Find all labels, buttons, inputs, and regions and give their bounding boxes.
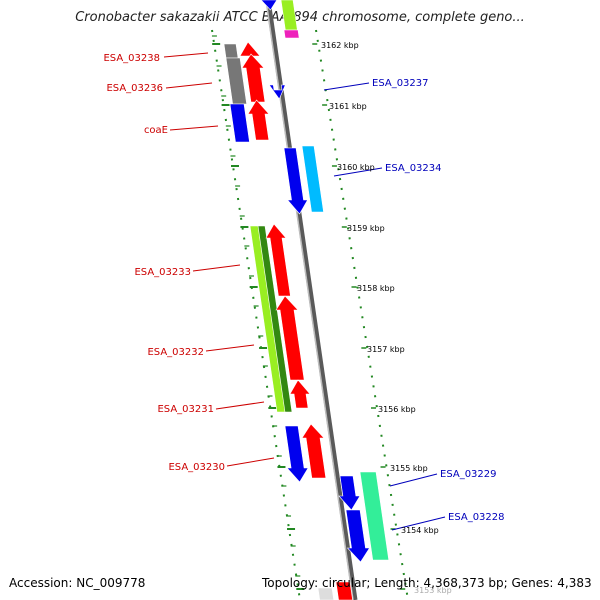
kbp-label: 3161 kbp (329, 102, 367, 111)
gene-arrow-top (260, 0, 278, 11)
gene-arrow-coae (247, 99, 270, 141)
gene-arrow-esa-03229 (338, 475, 361, 511)
topology-text: Topology: circular; Length: 4,368,373 bp… (262, 576, 592, 590)
gene-label-esa-03229[interactable]: ESA_03229 (440, 469, 497, 480)
gene-label-esa-03234[interactable]: ESA_03234 (385, 163, 442, 174)
gene-label-esa-03230[interactable]: ESA_03230 (168, 462, 225, 473)
gene-features (223, 0, 390, 600)
chromosome-backbone (265, 0, 358, 600)
gene-block-esa-03232 (257, 225, 293, 413)
kbp-label: 3160 kbp (337, 163, 375, 172)
kbp-label: 3153 kbp (414, 586, 452, 595)
label-leaders (163, 52, 446, 531)
gene-arrow-esa-03238 (239, 41, 261, 57)
gene-block-esa-03234 (301, 145, 324, 213)
kbp-label: 3159 kbp (347, 224, 385, 233)
leader-line (391, 516, 446, 531)
gene-label-esa-03228[interactable]: ESA_03228 (448, 512, 505, 523)
leader-line (165, 82, 213, 89)
kbp-label: 3157 kbp (367, 345, 405, 354)
gene-block-bottom (317, 587, 335, 600)
gene-block-esa-03238 (223, 43, 239, 59)
gene-arrow-esa-03237 (268, 84, 286, 100)
gene-block-esa-03229 (359, 471, 390, 561)
kbp-label: 3158 kbp (357, 284, 395, 293)
gene-block-esa-03236 (225, 57, 248, 105)
gene-arrow-esa-03228 (345, 509, 371, 563)
leader-line (192, 264, 241, 272)
gene-block-coae (229, 103, 250, 143)
leader-line (226, 457, 275, 467)
leader-line (163, 52, 209, 58)
kbp-label: 3156 kbp (378, 405, 416, 414)
leader-line (323, 82, 370, 91)
map-title: Cronobacter sakazakii ATCC BAA-894 chrom… (75, 10, 525, 25)
gene-label-esa-03232[interactable]: ESA_03232 (147, 347, 204, 358)
map-outline (211, 29, 409, 600)
gene-label-esa-03233[interactable]: ESA_03233 (134, 267, 191, 278)
gene-arrow-esa-03231 (289, 379, 311, 409)
kbp-label: 3155 kbp (390, 464, 428, 473)
gene-arrow-esa-03230 (284, 425, 309, 483)
kbp-ticks (211, 35, 406, 590)
gene-arrow-bottom (335, 581, 353, 600)
gene-label-esa-03231[interactable]: ESA_03231 (157, 404, 214, 415)
gene-arrow-esa-03230b (301, 423, 327, 479)
gene-labels: ESA_03238 ESA_03236 coaE ESA_03233 ESA_0… (103, 53, 504, 523)
leader-line (169, 125, 219, 131)
outline-dash-0 (211, 29, 301, 600)
accession-text: Accession: NC_009778 (9, 576, 146, 590)
gene-block-top-magenta (283, 29, 300, 39)
gene-arrow-esa-03233 (265, 223, 291, 297)
gene-label-esa-03238[interactable]: ESA_03238 (103, 53, 160, 64)
outline-dash-1 (315, 29, 409, 600)
leader-line (205, 344, 255, 352)
leader-line (333, 167, 383, 177)
gene-arrow-esa-03232 (275, 295, 305, 381)
kbp-label: 3162 kbp (321, 41, 359, 50)
leader-line (215, 401, 265, 410)
kbp-label: 3154 kbp (401, 526, 439, 535)
gene-label-esa-03236[interactable]: ESA_03236 (106, 83, 163, 94)
gene-label-coae[interactable]: coaE (144, 125, 168, 136)
gene-arrow-esa-03234 (283, 147, 309, 215)
gene-block-top (280, 0, 298, 31)
leader-line (389, 473, 438, 487)
kbp-labels: 3162 kbp 3161 kbp 3160 kbp 3159 kbp 3158… (321, 41, 452, 595)
gene-label-esa-03237[interactable]: ESA_03237 (372, 78, 429, 89)
